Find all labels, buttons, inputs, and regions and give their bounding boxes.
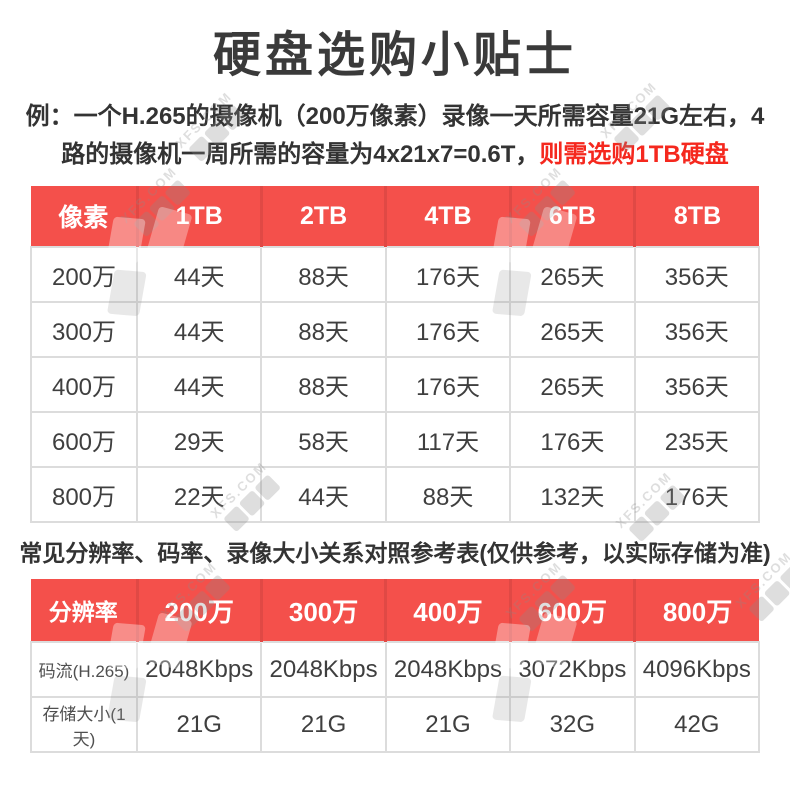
bitrate-row-value: 3072Kbps	[509, 641, 636, 698]
capacity-row-value: 235天	[633, 411, 761, 468]
capacity-header-8tb: 8TB	[634, 186, 759, 247]
capacity-row-value: 265天	[509, 356, 636, 413]
capacity-row-value: 88天	[260, 301, 387, 358]
capacity-row-value: 44天	[135, 301, 263, 358]
capacity-row: 200万 44天 88天 176天 265天 356天	[30, 246, 761, 303]
capacity-row: 600万 29天 58天 117天 176天 235天	[30, 411, 761, 468]
capacity-row-value: 117天	[384, 411, 512, 468]
capacity-row-value: 176天	[633, 466, 761, 523]
bitrate-header-800w: 800万	[634, 579, 759, 642]
capacity-row-value: 88天	[384, 466, 512, 523]
bitrate-row-value: 2048Kbps	[135, 641, 263, 698]
capacity-header-2tb: 2TB	[261, 186, 388, 247]
capacity-row-label: 600万	[30, 411, 138, 468]
example-line1: 例：一个H.265的摄像机（200万像素）录像一天所需容量21G左右，4	[25, 103, 765, 130]
bitrate-table: 分辨率 200万 300万 400万 600万 800万 码流(H.265) 20…	[30, 579, 761, 753]
bitrate-header-400w: 400万	[385, 579, 512, 642]
bitrate-header-row: 分辨率 200万 300万 400万 600万 800万	[31, 579, 759, 642]
capacity-row-value: 22天	[135, 466, 263, 523]
capacity-row-value: 44天	[135, 246, 263, 303]
capacity-row-value: 44天	[135, 356, 263, 413]
bitrate-row-value: 4096Kbps	[633, 641, 761, 698]
example-paragraph: 例：一个H.265的摄像机（200万像素）录像一天所需容量21G左右，4 路的摄像…	[18, 98, 772, 174]
capacity-row-value: 88天	[260, 356, 387, 413]
capacity-table: 像素 1TB 2TB 4TB 6TB 8TB 200万 44天 88天 176天 265…	[30, 186, 761, 523]
page-title: 硬盘选购小贴士	[212, 29, 577, 82]
capacity-row-label: 400万	[30, 356, 138, 413]
capacity-row-value: 356天	[633, 356, 761, 413]
bitrate-row-value: 21G	[384, 696, 512, 753]
capacity-header-6tb: 6TB	[510, 186, 637, 247]
example-highlight: 则需选购1TB硬盘	[539, 141, 729, 168]
bitrate-header-resolution: 分辨率	[31, 579, 139, 642]
capacity-header-pixels: 像素	[31, 186, 139, 247]
reference-note: 常见分辨率、码率、录像大小关系对照参考表(仅供参考，以实际存储为准)	[19, 540, 771, 566]
capacity-row-value: 44天	[260, 466, 387, 523]
bitrate-row-value: 21G	[260, 696, 387, 753]
capacity-header-row: 像素 1TB 2TB 4TB 6TB 8TB	[31, 186, 759, 247]
bitrate-header-600w: 600万	[510, 579, 637, 642]
capacity-row-label: 800万	[30, 466, 138, 523]
bitrate-row-value: 21G	[135, 696, 263, 753]
capacity-row-value: 265天	[509, 301, 636, 358]
capacity-header-4tb: 4TB	[385, 186, 512, 247]
capacity-row-label: 300万	[30, 301, 138, 358]
capacity-row-value: 356天	[633, 246, 761, 303]
capacity-row-value: 132天	[509, 466, 636, 523]
capacity-row-value: 29天	[135, 411, 263, 468]
capacity-header-1tb: 1TB	[137, 186, 263, 247]
bitrate-row-value: 42G	[633, 696, 761, 753]
bitrate-row: 存储大小(1天) 21G 21G 21G 32G 42G	[30, 696, 761, 753]
capacity-row-value: 176天	[384, 301, 512, 358]
bitrate-row: 码流(H.265) 2048Kbps 2048Kbps 2048Kbps 3072Kbp…	[30, 641, 761, 698]
capacity-row-value: 176天	[384, 356, 512, 413]
bitrate-row-label: 码流(H.265)	[30, 641, 138, 698]
capacity-row: 300万 44天 88天 176天 265天 356天	[30, 301, 761, 358]
bitrate-header-200w: 200万	[137, 579, 263, 642]
bitrate-row-label: 存储大小(1天)	[30, 696, 138, 753]
capacity-row: 400万 44天 88天 176天 265天 356天	[30, 356, 761, 413]
bitrate-row-value: 32G	[509, 696, 636, 753]
capacity-row-label: 200万	[30, 246, 138, 303]
capacity-row-value: 176天	[384, 246, 512, 303]
example-line2: 路的摄像机一周所需的容量为4x21x7=0.6T，	[61, 141, 540, 168]
capacity-row-value: 88天	[260, 246, 387, 303]
capacity-row-value: 356天	[633, 301, 761, 358]
capacity-row-value: 58天	[260, 411, 387, 468]
bitrate-header-300w: 300万	[261, 579, 388, 642]
capacity-row-value: 265天	[509, 246, 636, 303]
capacity-row-value: 176天	[509, 411, 636, 468]
bitrate-row-value: 2048Kbps	[384, 641, 512, 698]
capacity-row: 800万 22天 44天 88天 132天 176天	[30, 466, 761, 523]
bitrate-row-value: 2048Kbps	[260, 641, 387, 698]
